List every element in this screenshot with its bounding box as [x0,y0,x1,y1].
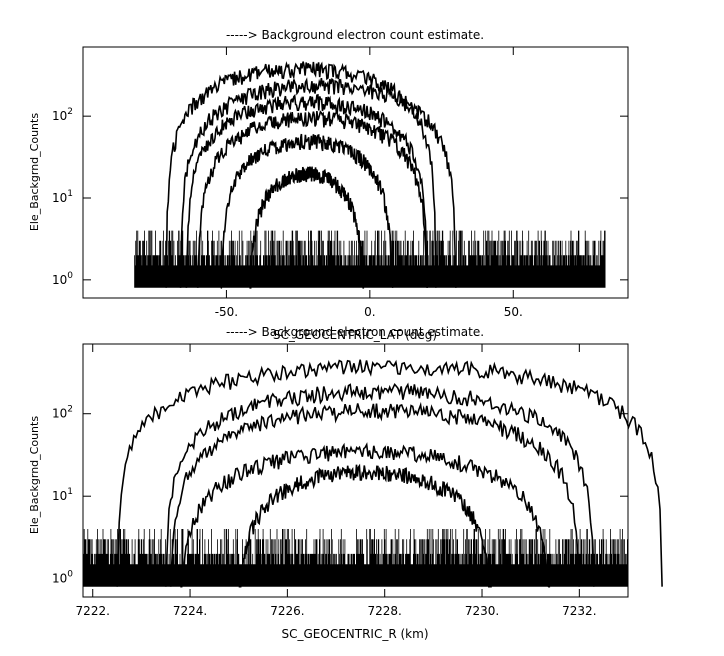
series-arc-4 [180,442,551,588]
series-arc-1 [116,359,663,587]
y-tick-label: 100 [52,570,73,586]
x-tick-label: 0. [364,305,375,319]
series-arc-3 [169,401,581,587]
series-arc-2 [164,382,595,587]
y-tick-label: 101 [52,487,73,503]
top-plot-frame [82,46,629,299]
x-tick-label: 50. [504,305,523,319]
bottom-axes: 7222. 7224. 7226. 7228. 7230. 7232. 100 101 102 [52,344,628,618]
top-axes: -50. 0. 50. 100 101 102 [52,47,628,319]
panel-bottom: -----> Background electron count estimat… [28,325,663,641]
bottom-title: -----> Background electron count estimat… [226,325,484,339]
bottom-ylabel: Ele_Backgrnd_Counts [28,416,41,534]
y-tick-label: 102 [52,107,73,123]
bottom-plot-area [82,359,663,588]
x-tick-label: 7232. [562,604,596,618]
top-title: -----> Background electron count estimat… [226,28,484,42]
x-tick-label: 7228. [368,604,402,618]
series-arc-4 [196,110,428,288]
top-plot-area [134,61,606,289]
x-tick-label: 7224. [173,604,207,618]
x-tick-label: 7230. [465,604,499,618]
panel-top: -----> Background electron count estimat… [28,28,629,342]
noise-floor [134,230,606,288]
series-arc-3 [185,93,428,288]
bottom-plot-frame [82,343,629,598]
y-tick-label: 102 [52,405,73,421]
top-ylabel: Ele_Backgrnd_Counts [28,113,41,231]
y-tick-label: 100 [52,271,73,287]
series-arc-6 [249,166,365,289]
x-tick-label: 7226. [270,604,304,618]
series-arc-5 [238,463,492,588]
x-tick-label: -50. [215,305,238,319]
y-tick-label: 101 [52,189,73,205]
top-xlabel: SC_GEOCENTRIC_LAT (deg) [273,328,437,342]
x-tick-label: 7222. [76,604,110,618]
bottom-xlabel: SC_GEOCENTRIC_R (km) [282,627,429,641]
series-arc-1 [165,61,437,288]
series-arc-5 [220,133,394,289]
series-arc-2 [179,77,457,288]
